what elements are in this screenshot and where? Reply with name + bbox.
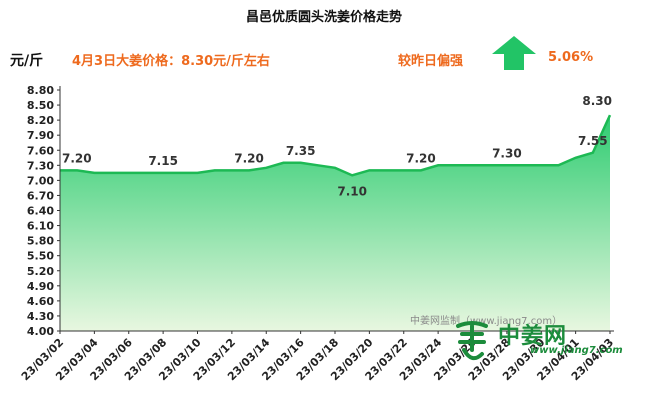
y-tick-label: 6.10	[27, 220, 54, 233]
data-label: 7.10	[337, 184, 367, 198]
y-tick-label: 5.80	[27, 235, 54, 248]
data-label: 7.20	[234, 151, 264, 165]
y-tick-label: 4.90	[27, 280, 54, 293]
y-tick-label: 8.50	[27, 99, 54, 112]
chart-title: 昌邑优质圆头洗姜价格走势	[245, 10, 402, 25]
data-label: 7.20	[406, 151, 436, 165]
y-tick-label: 8.20	[27, 114, 54, 127]
y-tick-label: 7.30	[27, 159, 54, 172]
y-tick-label: 6.40	[27, 205, 54, 218]
watermark-logo-icon	[452, 320, 492, 370]
credit-text: 中姜网监制（www.jiang7.com）	[410, 316, 563, 327]
data-label: 7.20	[62, 151, 92, 165]
change-label: 较昨日偏强	[398, 54, 464, 69]
price-note: 4月3日大姜价格：8.30元/斤左右	[72, 54, 270, 69]
data-label: 7.30	[492, 146, 522, 160]
y-tick-label: 4.60	[27, 295, 54, 308]
watermark-url: www.jiang7.com	[530, 345, 623, 356]
data-label: 7.35	[286, 144, 316, 158]
y-tick-label: 6.70	[27, 189, 54, 202]
y-tick-label: 4.30	[27, 310, 54, 323]
watermark-name: 中姜网	[498, 324, 568, 349]
data-label: 8.30	[582, 94, 612, 108]
data-label: 7.15	[148, 154, 178, 168]
y-tick-label: 5.50	[27, 250, 54, 263]
data-label: 7.55	[578, 134, 608, 148]
y-tick-label: 7.00	[27, 174, 54, 187]
up-arrow-icon	[492, 36, 536, 74]
y-tick-label: 7.90	[27, 129, 54, 142]
y-tick-label: 8.80	[27, 84, 54, 97]
price-line	[60, 114, 612, 177]
y-tick-label: 5.20	[27, 265, 54, 278]
price-area	[60, 115, 610, 331]
y-axis-unit: 元/斤	[10, 53, 44, 69]
y-tick-label: 4.00	[27, 325, 54, 338]
y-tick-label: 7.60	[27, 144, 54, 157]
change-percent: 5.06%	[548, 50, 594, 65]
